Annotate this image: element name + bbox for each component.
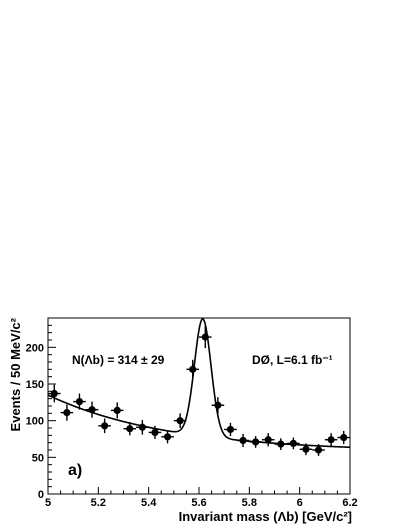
data-marker xyxy=(201,333,209,341)
data-point xyxy=(287,437,300,450)
y-tick-label: 0 xyxy=(38,489,44,501)
data-marker xyxy=(113,406,121,414)
x-tick-label: 5.8 xyxy=(242,497,257,509)
data-point xyxy=(98,418,111,434)
y-axis-label: Events / 50 MeV/c² xyxy=(8,317,23,431)
data-marker xyxy=(126,425,134,433)
data-marker xyxy=(252,438,260,446)
data-marker xyxy=(264,436,272,444)
y-tick-label: 50 xyxy=(32,452,44,464)
x-tick-label: 5 xyxy=(45,497,51,509)
plot-frame xyxy=(47,317,351,495)
data-point xyxy=(161,430,174,444)
data-point xyxy=(110,402,124,419)
fit-curve-group xyxy=(47,317,351,449)
x-tick-label: 5.4 xyxy=(141,497,157,509)
data-marker xyxy=(138,423,146,431)
data-point xyxy=(186,359,199,379)
panel-label: a) xyxy=(68,462,82,479)
data-point xyxy=(224,422,237,437)
data-marker xyxy=(176,417,184,425)
data-marker xyxy=(314,446,323,454)
data-point xyxy=(136,419,149,435)
x-tick-label: 6.2 xyxy=(342,497,357,509)
tick-label-group: 5 5.2 5.4 5.6 5.8 6 6.2 0 50 100 150 200 xyxy=(26,342,358,509)
x-tick-label: 6 xyxy=(297,497,303,509)
data-points-group xyxy=(48,326,350,456)
plot-border xyxy=(47,317,351,495)
data-marker xyxy=(75,398,84,406)
experiment-luminosity-annotation: DØ, L=6.1 fb⁻¹ xyxy=(252,353,333,367)
data-point xyxy=(299,443,313,456)
data-point xyxy=(48,384,61,403)
data-point xyxy=(148,425,162,439)
x-axis-label: Invariant mass (Λb) [GeV/c²] xyxy=(179,509,352,524)
data-marker xyxy=(151,428,159,436)
data-marker xyxy=(239,436,247,445)
data-point xyxy=(312,444,325,456)
data-marker xyxy=(163,433,172,441)
data-marker xyxy=(277,440,285,448)
data-marker xyxy=(63,409,71,417)
y-tick-label: 150 xyxy=(26,379,44,391)
data-marker xyxy=(327,436,335,444)
data-point xyxy=(337,430,350,445)
data-point xyxy=(249,436,262,448)
data-point xyxy=(123,422,137,436)
signal-yield-annotation: N(Λb) = 314 ± 29 xyxy=(72,353,165,367)
data-point xyxy=(73,393,86,410)
data-marker xyxy=(189,365,197,373)
x-tick-label: 5.2 xyxy=(91,497,106,509)
data-point xyxy=(199,326,212,349)
tick-group xyxy=(47,324,351,495)
data-point xyxy=(60,404,74,421)
data-point xyxy=(274,438,288,450)
data-point xyxy=(324,433,338,447)
data-point xyxy=(173,413,187,428)
data-marker xyxy=(340,433,348,442)
y-tick-label: 200 xyxy=(26,342,44,354)
fit-curve xyxy=(47,317,351,449)
data-marker xyxy=(101,422,109,430)
data-marker xyxy=(226,425,235,434)
data-marker xyxy=(302,445,310,453)
data-marker xyxy=(214,401,222,409)
data-point xyxy=(211,397,225,414)
data-point xyxy=(261,433,275,447)
data-marker xyxy=(50,389,58,398)
data-marker xyxy=(88,406,96,414)
data-marker xyxy=(289,439,297,447)
data-point xyxy=(236,433,250,448)
y-tick-label: 100 xyxy=(26,416,44,428)
x-tick-label: 5.6 xyxy=(191,497,206,509)
data-point xyxy=(85,401,99,418)
